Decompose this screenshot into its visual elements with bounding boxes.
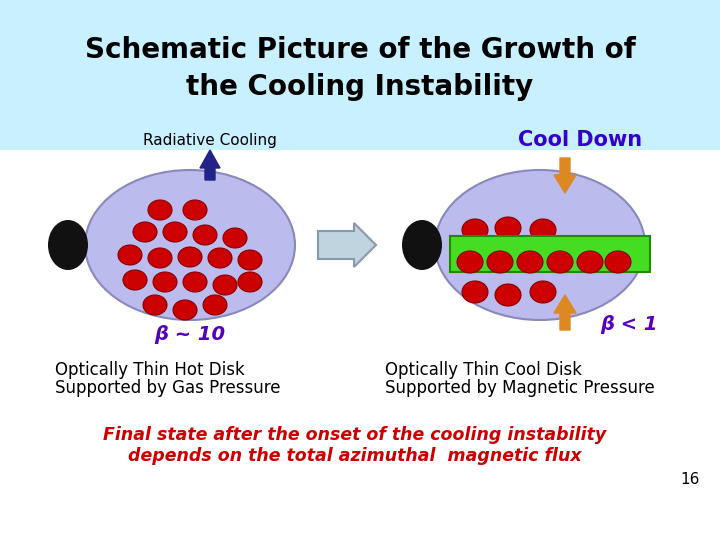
Ellipse shape [577, 251, 603, 273]
Text: Cool Down: Cool Down [518, 130, 642, 150]
Ellipse shape [153, 272, 177, 292]
Ellipse shape [495, 284, 521, 306]
Ellipse shape [173, 300, 197, 320]
Ellipse shape [178, 247, 202, 267]
Ellipse shape [517, 251, 543, 273]
Text: depends on the total azimuthal  magnetic flux: depends on the total azimuthal magnetic … [128, 447, 582, 465]
Ellipse shape [457, 251, 483, 273]
Ellipse shape [193, 225, 217, 245]
Text: β < 1: β < 1 [600, 315, 657, 334]
Ellipse shape [133, 222, 157, 242]
Ellipse shape [163, 222, 187, 242]
Ellipse shape [213, 275, 237, 295]
FancyArrow shape [318, 223, 376, 267]
Ellipse shape [183, 272, 207, 292]
Text: Final state after the onset of the cooling instability: Final state after the onset of the cooli… [104, 426, 607, 444]
Text: Radiative Cooling: Radiative Cooling [143, 132, 277, 147]
Ellipse shape [495, 217, 521, 239]
Ellipse shape [148, 248, 172, 268]
Ellipse shape [208, 248, 232, 268]
Ellipse shape [48, 220, 88, 270]
Ellipse shape [118, 245, 142, 265]
Bar [450, 236, 650, 272]
Bar [0, 0, 720, 150]
Ellipse shape [143, 295, 167, 315]
Ellipse shape [530, 219, 556, 241]
Ellipse shape [487, 251, 513, 273]
Ellipse shape [203, 295, 227, 315]
FancyArrow shape [554, 158, 576, 193]
Ellipse shape [123, 270, 147, 290]
FancyArrow shape [554, 295, 576, 330]
FancyArrow shape [200, 150, 220, 180]
Ellipse shape [402, 220, 442, 270]
Text: Schematic Picture of the Growth of: Schematic Picture of the Growth of [84, 36, 636, 64]
Ellipse shape [462, 281, 488, 303]
Ellipse shape [223, 228, 247, 248]
Ellipse shape [85, 170, 295, 320]
Ellipse shape [148, 200, 172, 220]
Ellipse shape [238, 250, 262, 270]
Text: the Cooling Instability: the Cooling Instability [186, 73, 534, 101]
Text: β ~ 10: β ~ 10 [154, 326, 225, 345]
Ellipse shape [435, 170, 645, 320]
Ellipse shape [462, 219, 488, 241]
Text: Optically Thin Hot Disk: Optically Thin Hot Disk [55, 361, 245, 379]
Ellipse shape [238, 272, 262, 292]
Ellipse shape [605, 251, 631, 273]
Text: Supported by Gas Pressure: Supported by Gas Pressure [55, 379, 281, 397]
Ellipse shape [547, 251, 573, 273]
Text: 16: 16 [680, 472, 700, 488]
Ellipse shape [530, 281, 556, 303]
Text: Supported by Magnetic Pressure: Supported by Magnetic Pressure [385, 379, 654, 397]
Text: Optically Thin Cool Disk: Optically Thin Cool Disk [385, 361, 582, 379]
Ellipse shape [183, 200, 207, 220]
